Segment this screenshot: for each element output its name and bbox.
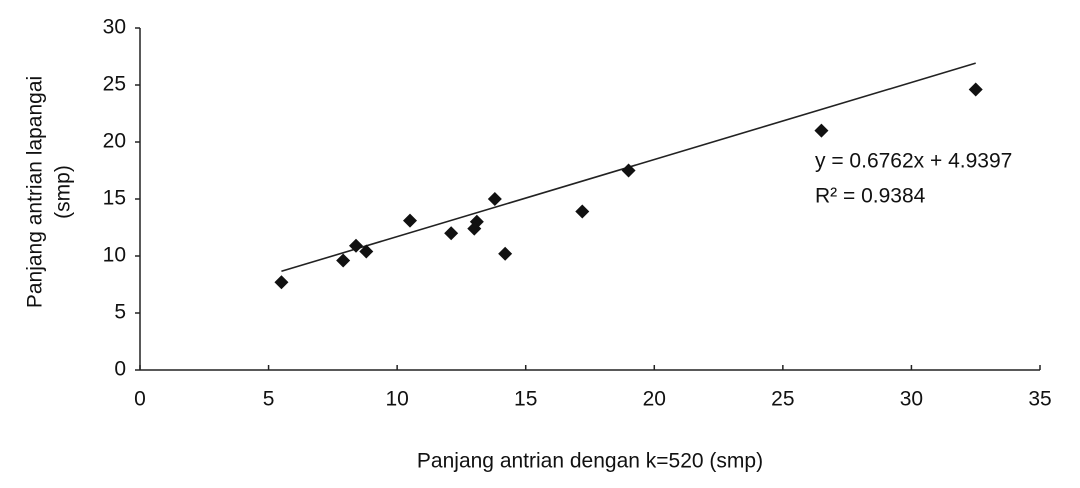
y-tick-label: 20 — [103, 130, 126, 153]
x-axis-label: Panjang antrian dengan k=520 (smp) — [417, 450, 763, 473]
y-tick-label: 25 — [103, 73, 126, 96]
data-point — [488, 192, 502, 206]
y-axis-label: (smp) — [52, 165, 75, 219]
data-point — [274, 275, 288, 289]
data-point — [814, 124, 828, 138]
y-tick-label: 0 — [114, 358, 126, 381]
y-axis-label: Panjang antrian lapangai — [24, 76, 47, 308]
x-tick-label: 20 — [643, 388, 666, 411]
trend-r2: R² = 0.9384 — [815, 185, 926, 208]
y-tick-label: 15 — [103, 187, 126, 210]
x-tick-label: 25 — [771, 388, 794, 411]
x-tick-label: 30 — [900, 388, 923, 411]
x-tick-label: 15 — [514, 388, 537, 411]
data-point — [575, 205, 589, 219]
data-point — [403, 214, 417, 228]
x-tick-label: 0 — [134, 388, 146, 411]
data-point — [498, 247, 512, 261]
chart: Panjang antrian dengan k=520 (smp) Panja… — [0, 0, 1080, 488]
x-tick-label: 35 — [1028, 388, 1051, 411]
y-tick-label: 5 — [114, 301, 126, 324]
data-point — [444, 226, 458, 240]
data-point — [336, 254, 350, 268]
x-tick-label: 10 — [385, 388, 408, 411]
x-tick-label: 5 — [263, 388, 275, 411]
y-tick-label: 10 — [103, 244, 126, 267]
y-tick-label: 30 — [103, 16, 126, 39]
data-point — [969, 83, 983, 97]
trend-equation: y = 0.6762x + 4.9397 — [815, 150, 1012, 173]
